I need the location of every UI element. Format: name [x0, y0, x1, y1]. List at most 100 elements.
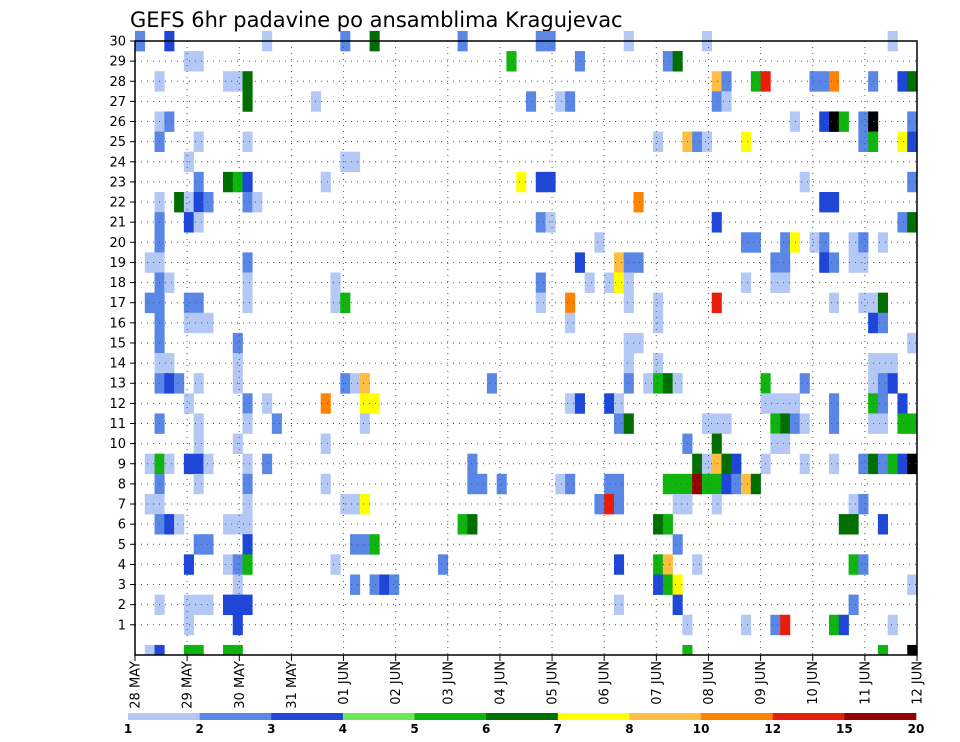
precip-cell	[164, 353, 175, 374]
precip-cell	[887, 353, 898, 374]
precip-cell	[183, 644, 194, 656]
precip-cell	[193, 534, 204, 555]
precip-cell	[359, 413, 370, 434]
y-tick-label: 17	[109, 296, 126, 311]
precip-cell	[623, 373, 634, 394]
precip-cell	[183, 151, 194, 173]
y-tick-label: 26	[109, 115, 126, 130]
y-tick-label: 5	[118, 538, 126, 553]
precip-cell	[164, 453, 175, 475]
y-tick-label: 9	[118, 457, 126, 472]
precip-cell	[907, 111, 918, 132]
colorbar-label: 5	[410, 722, 418, 736]
precip-cell	[721, 473, 732, 495]
precip-cell	[907, 644, 918, 656]
y-tick-label: 14	[109, 357, 126, 372]
y-tick-label: 4	[118, 558, 126, 573]
colorbar-label: 7	[554, 722, 562, 736]
x-tick-label: 02 JUN	[389, 661, 404, 705]
chart-title: GEFS 6hr padavine po ansamblima Kragujev…	[130, 8, 623, 32]
colorbar-label: 3	[267, 722, 275, 736]
precip-cell	[242, 554, 253, 575]
precip-cell	[144, 292, 155, 314]
y-tick-label: 18	[109, 276, 126, 291]
precip-cell	[506, 51, 517, 72]
precip-cell	[701, 413, 713, 434]
precip-cell	[613, 594, 625, 616]
x-axis: 28 MAY 29 MAY 30 MAY 31 MAY 01 JUN 02 JUN 03 J…	[129, 655, 926, 709]
precip-cell	[545, 171, 556, 193]
precip-cell	[672, 594, 683, 616]
precip-cell	[887, 614, 898, 636]
precip-cell	[829, 71, 840, 92]
precip-cell	[858, 232, 869, 253]
precip-cell	[907, 212, 918, 233]
precip-cell	[389, 574, 400, 595]
y-tick-label: 2	[118, 598, 126, 613]
precip-cell	[692, 453, 703, 475]
x-tick-label: 10 JUN	[806, 661, 821, 705]
precip-cell	[174, 191, 185, 213]
precip-cell	[829, 453, 840, 475]
colorbar-label: 12	[764, 722, 781, 736]
precip-cell	[653, 353, 664, 374]
precip-cell	[193, 191, 204, 213]
precip-cell	[711, 91, 722, 112]
y-tick-label: 22	[109, 196, 126, 211]
precip-cell	[721, 413, 732, 434]
precip-cell	[877, 353, 888, 374]
precip-cell	[535, 292, 546, 314]
precip-cell	[750, 473, 761, 495]
precip-cell	[193, 594, 204, 616]
precip-cell	[662, 574, 673, 595]
precip-cell	[897, 131, 908, 153]
precip-cell	[242, 413, 253, 434]
precip-cell	[623, 272, 634, 293]
precip-cell	[829, 111, 840, 132]
y-tick-label: 21	[109, 216, 126, 231]
precip-cell	[789, 232, 800, 253]
precip-cell	[193, 473, 204, 495]
precip-cell	[672, 574, 683, 595]
precip-cell	[242, 493, 253, 515]
x-tick-label: 28 MAY	[129, 661, 144, 709]
y-tick-label: 1	[118, 618, 126, 633]
precip-cell	[701, 473, 713, 495]
precip-cell	[350, 534, 361, 555]
precip-cell	[613, 252, 625, 273]
precip-cell	[662, 373, 673, 394]
precip-cell	[701, 453, 713, 475]
precip-cell	[359, 373, 370, 394]
precip-cell	[858, 111, 869, 132]
colorbar-label: 2	[195, 722, 203, 736]
precip-cell	[222, 554, 234, 575]
precip-cell	[887, 453, 898, 475]
y-tick-label: 29	[109, 55, 126, 70]
precip-cell	[721, 453, 732, 475]
precip-cell	[789, 413, 800, 434]
precip-cell	[692, 473, 703, 495]
precip-cell	[252, 191, 263, 213]
precip-cell	[711, 493, 722, 515]
precip-cell	[271, 413, 282, 434]
precip-cell	[829, 292, 840, 314]
precip-cell	[780, 433, 791, 454]
precip-cell	[858, 131, 869, 153]
precip-cell	[750, 232, 761, 253]
precip-cell	[858, 453, 869, 475]
y-tick-label: 23	[109, 175, 126, 190]
precip-cell	[242, 514, 253, 535]
precip-cell	[770, 433, 781, 454]
precip-cell	[711, 473, 722, 495]
x-tick-label: 12 JUN	[911, 661, 926, 705]
precip-cell	[731, 453, 742, 475]
precip-cell	[799, 453, 810, 475]
grid-layer	[135, 40, 917, 655]
precip-cell	[535, 171, 546, 193]
precip-cell	[330, 292, 341, 314]
precip-cell	[359, 393, 370, 414]
precip-cell	[330, 554, 341, 575]
precip-cell	[633, 191, 644, 213]
precip-cell	[164, 111, 175, 132]
precip-cell	[193, 171, 204, 193]
